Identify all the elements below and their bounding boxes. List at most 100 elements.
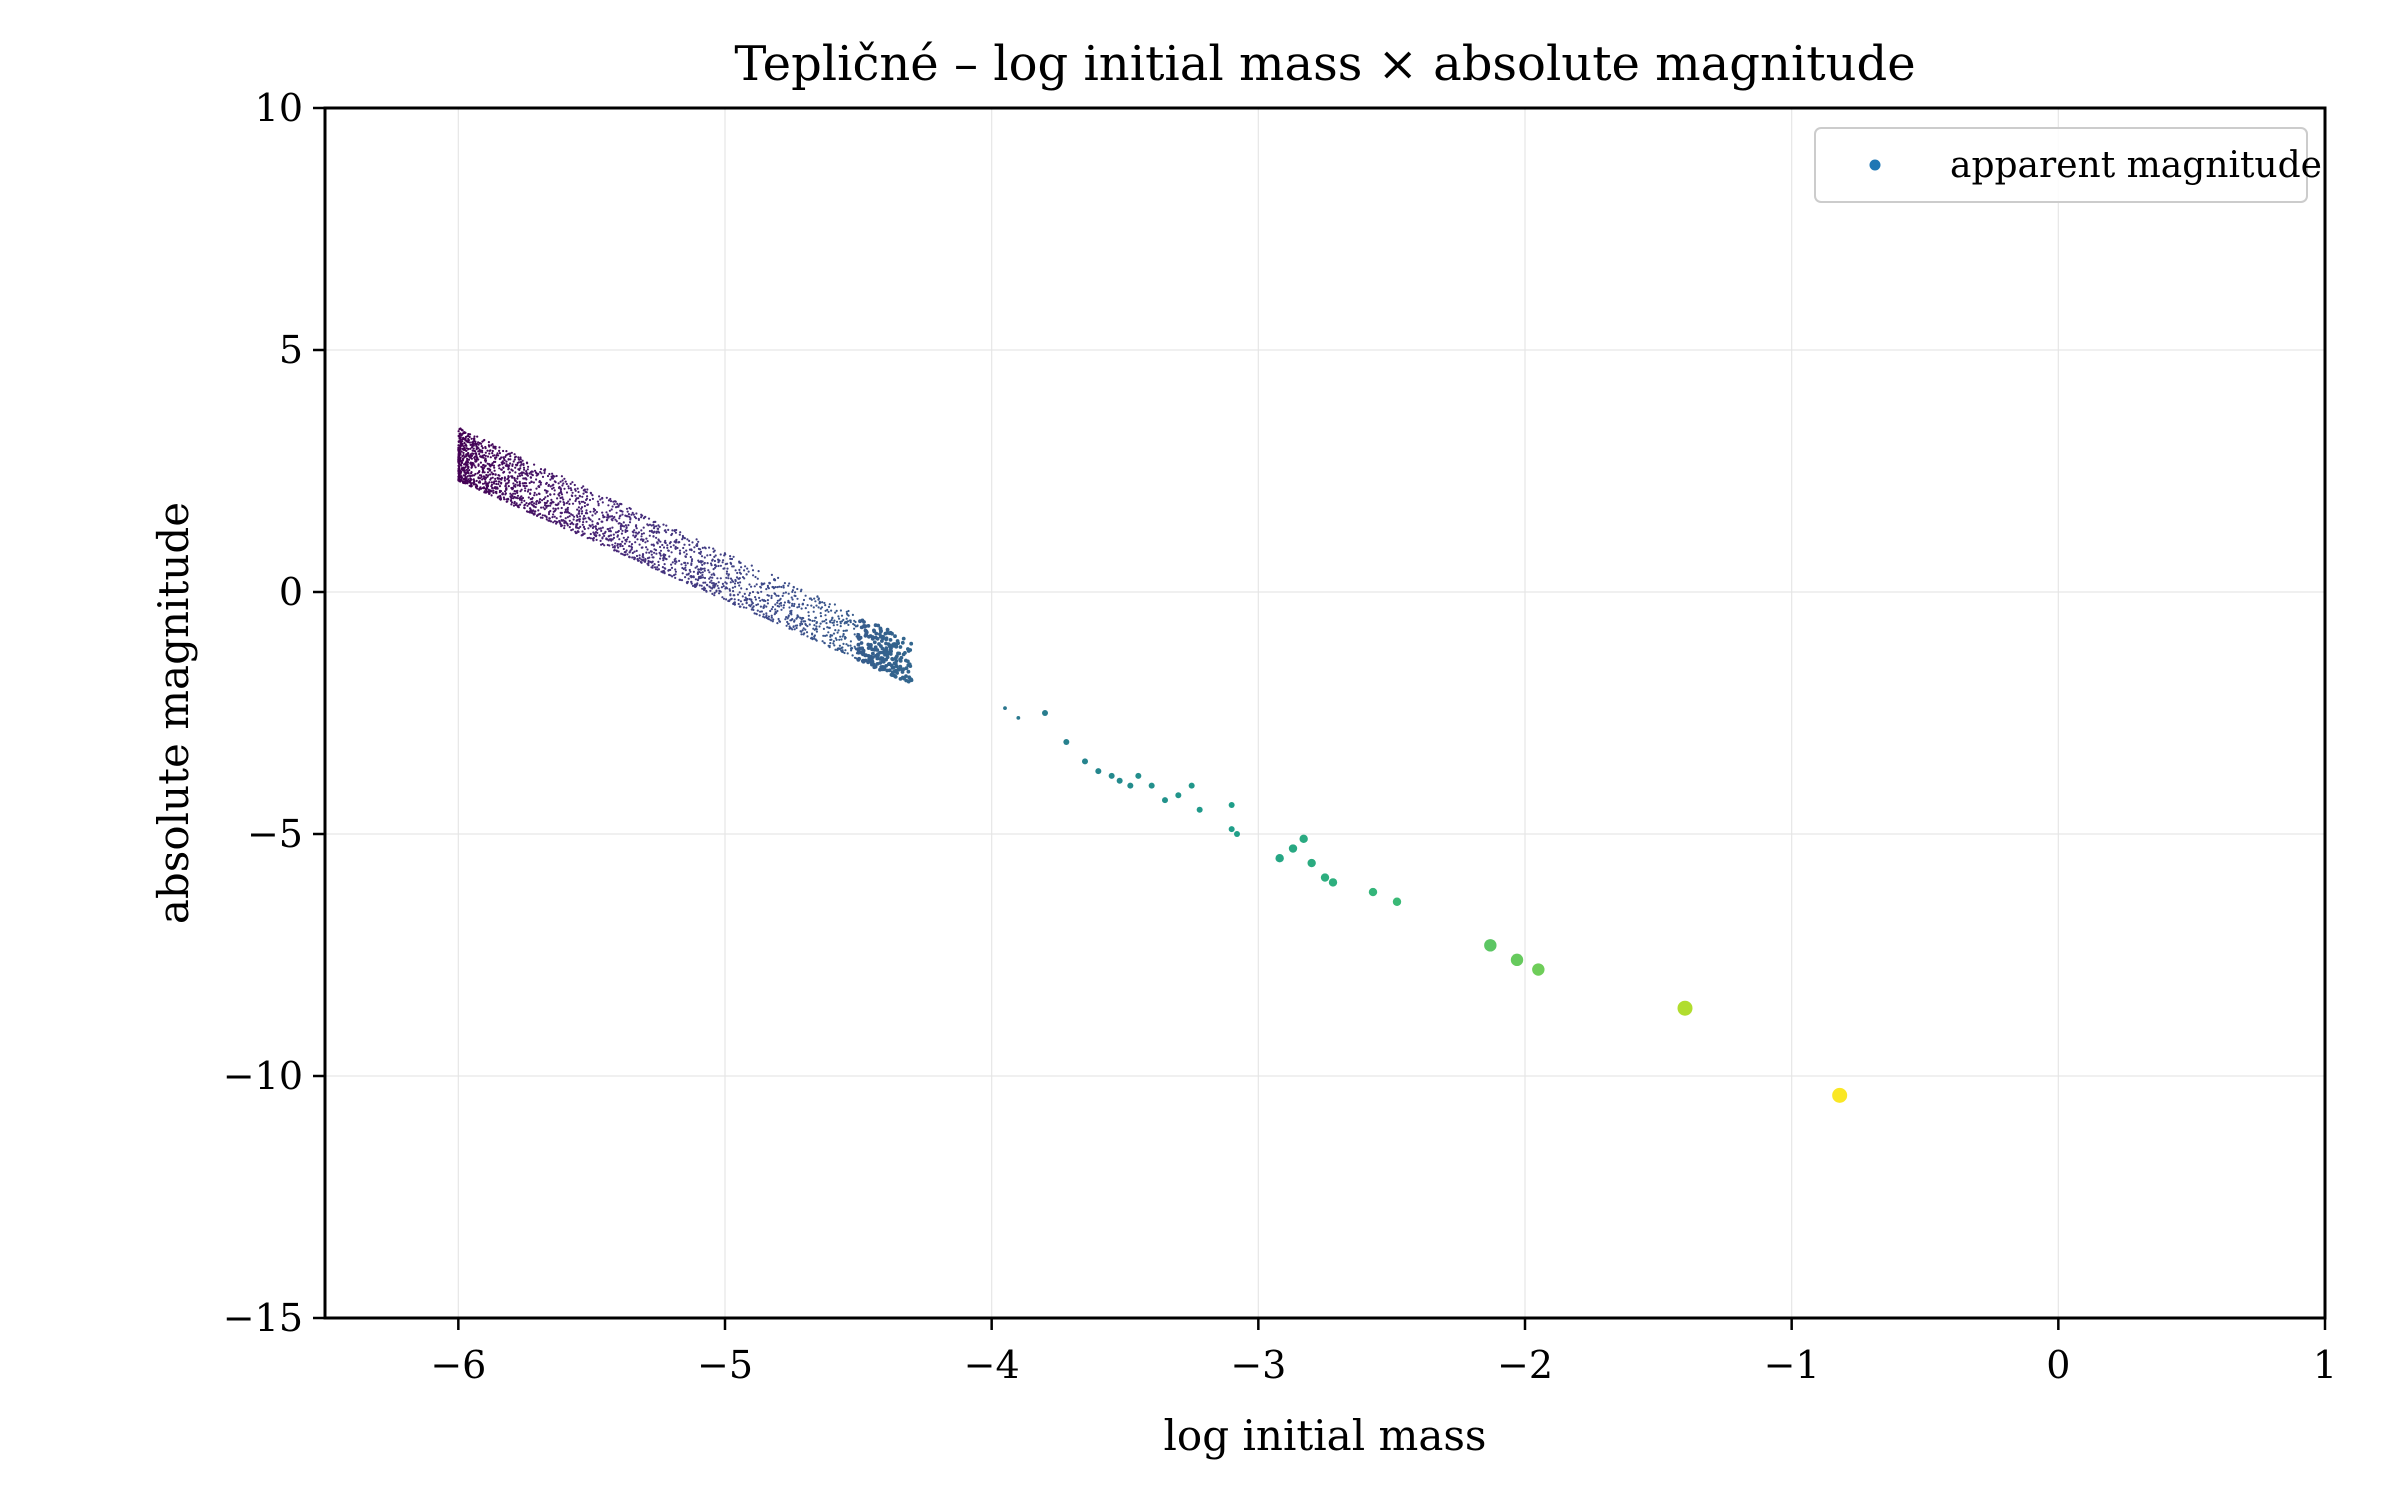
- data-point: [617, 529, 620, 533]
- data-point: [628, 555, 631, 558]
- data-point: [885, 627, 890, 632]
- data-point: [470, 437, 473, 440]
- data-point: [1320, 873, 1330, 882]
- data-point: [577, 490, 580, 494]
- data-point: [657, 560, 660, 564]
- data-point: [644, 541, 647, 544]
- data-point: [477, 463, 480, 466]
- data-point: [1175, 792, 1182, 799]
- data-point: [650, 530, 654, 533]
- data-point: [839, 635, 842, 638]
- data-point: [548, 517, 551, 520]
- data-point: [491, 462, 494, 465]
- data-point: [482, 487, 485, 490]
- data-point: [471, 454, 474, 457]
- data-point: [634, 525, 638, 528]
- data-point: [577, 506, 581, 509]
- data-point: [821, 640, 824, 643]
- data-point: [633, 557, 636, 561]
- data-point: [831, 617, 834, 620]
- data-point: [580, 486, 583, 489]
- data-point: [481, 440, 484, 443]
- data-point: [815, 625, 818, 628]
- data-point: [858, 619, 862, 624]
- data-point: [777, 576, 780, 580]
- data-point: [535, 472, 538, 475]
- data-point: [657, 564, 660, 567]
- data-point: [556, 521, 559, 524]
- data-point: [478, 441, 481, 445]
- data-point: [688, 539, 691, 543]
- data-point: [582, 500, 585, 503]
- data-point: [657, 538, 660, 541]
- data-point: [526, 504, 529, 507]
- data-point: [547, 484, 550, 487]
- data-point: [650, 553, 653, 556]
- data-point: [488, 492, 491, 495]
- plot-frame: [323, 106, 2327, 1320]
- data-point: [458, 476, 461, 479]
- data-point: [628, 551, 631, 554]
- data-point: [628, 521, 632, 524]
- data-point: [560, 511, 564, 514]
- data-point: [552, 475, 555, 478]
- data-point: [763, 604, 766, 607]
- data-point: [782, 586, 785, 589]
- data-point: [864, 631, 869, 636]
- data-point: [477, 450, 480, 453]
- data-point: [621, 553, 624, 556]
- data-point: [565, 508, 569, 511]
- data-point: [656, 541, 659, 544]
- data-point: [677, 541, 680, 544]
- data-point: [685, 553, 688, 556]
- data-point: [811, 619, 814, 623]
- data-point: [476, 472, 479, 475]
- data-point: [1234, 831, 1240, 837]
- data-point: [568, 502, 571, 506]
- data-point: [837, 629, 840, 632]
- data-point: [577, 497, 580, 500]
- data-point: [614, 500, 617, 503]
- data-point: [509, 462, 512, 465]
- data-point: [867, 634, 871, 639]
- data-point: [611, 543, 614, 546]
- data-point: [646, 548, 649, 551]
- data-point: [609, 534, 613, 537]
- data-point: [684, 569, 687, 572]
- data-point: [490, 485, 493, 488]
- data-point: [549, 493, 552, 496]
- data-point: [725, 570, 729, 573]
- data-point: [844, 621, 847, 624]
- data-point: [676, 546, 679, 550]
- data-point: [477, 443, 480, 446]
- data-point: [523, 506, 526, 509]
- data-point: [631, 556, 634, 559]
- data-point: [625, 507, 629, 510]
- data-point: [489, 473, 492, 476]
- data-point: [515, 490, 518, 493]
- data-point: [479, 481, 482, 484]
- data-point: [496, 496, 499, 499]
- data-point: [606, 513, 609, 516]
- data-point: [781, 594, 784, 598]
- data-point: [527, 502, 531, 506]
- data-point: [659, 557, 662, 560]
- data-point: [571, 494, 574, 498]
- data-point: [843, 637, 847, 640]
- data-point: [719, 577, 722, 580]
- data-point: [636, 532, 639, 535]
- data-point: [630, 548, 633, 551]
- data-point: [686, 582, 689, 585]
- data-point: [484, 451, 487, 454]
- data-point: [766, 599, 770, 602]
- data-point: [583, 527, 586, 531]
- data-point: [496, 452, 499, 455]
- data-point: [491, 473, 494, 476]
- data-point: [875, 662, 880, 666]
- data-point: [681, 538, 684, 541]
- data-point: [702, 581, 705, 584]
- data-point: [547, 519, 550, 522]
- data-point: [488, 452, 491, 455]
- data-point: [462, 457, 465, 460]
- x-tick-label: 1: [2313, 1343, 2337, 1387]
